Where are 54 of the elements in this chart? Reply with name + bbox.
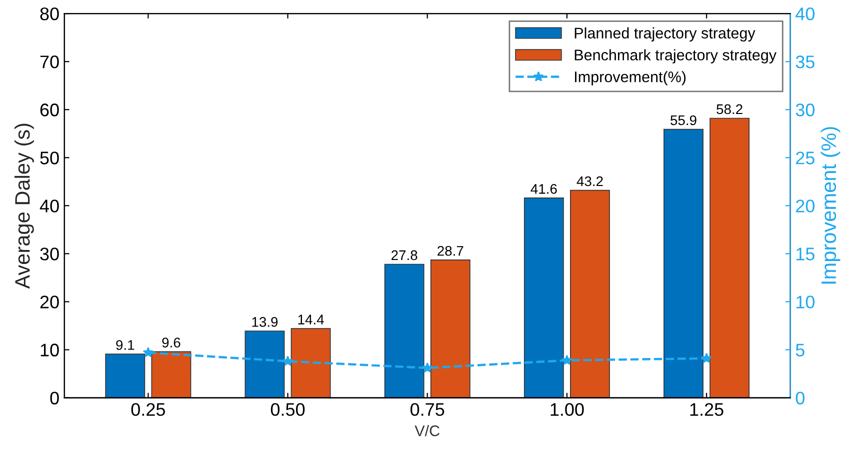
bar	[570, 190, 610, 398]
y-tick-label: 0	[50, 392, 59, 404]
x-tick-label: 1.25	[690, 403, 724, 416]
x-tick-label: 0.75	[410, 403, 444, 416]
data-label: 27.8	[392, 250, 418, 260]
legend-label: Planned trajectory strategy	[574, 27, 756, 42]
point	[701, 352, 712, 364]
data-label: 41.6	[530, 184, 557, 194]
y2-tick-label: 40	[796, 7, 815, 20]
y2-tick-label: 20	[796, 200, 815, 212]
bar	[105, 354, 146, 398]
y2-tick-label: 25	[796, 152, 814, 164]
x-tick-label: 1.00	[550, 403, 584, 416]
y2-tick-label: 30	[796, 104, 815, 116]
data-label: 9.1	[116, 340, 134, 350]
point	[282, 356, 294, 366]
y-tick-label: 10	[40, 344, 59, 356]
y-tick-label: 70	[40, 56, 59, 68]
y-axis-title: Average Daley (s)	[14, 124, 34, 289]
data-label: 55.9	[670, 115, 696, 126]
point	[422, 362, 433, 373]
bar	[524, 198, 564, 398]
point	[562, 354, 572, 365]
data-label: 43.2	[576, 176, 603, 186]
legend-label: Improvement(%)	[575, 71, 686, 86]
bar	[244, 330, 285, 398]
y-tick-label: 60	[40, 104, 59, 116]
y-tick-label: 30	[40, 248, 59, 260]
y2-tick-label: 15	[796, 248, 814, 260]
bar	[664, 128, 704, 398]
bar	[430, 260, 470, 398]
bar	[151, 351, 192, 398]
legend-label: Benchmark trajectory strategy	[574, 49, 777, 64]
y2-axis-title: Improvement (%)	[820, 127, 840, 284]
data-label: 9.6	[162, 338, 180, 348]
data-label: 58.2	[716, 104, 742, 114]
bar	[290, 328, 331, 398]
data-label: 13.9	[252, 317, 278, 327]
data-label: 14.4	[298, 314, 324, 324]
y-tick-label: 80	[40, 7, 59, 20]
y2-tick-label: 10	[796, 296, 815, 308]
bar	[384, 264, 424, 398]
x-tick-label: 0.50	[270, 403, 305, 416]
point	[142, 347, 154, 358]
y2-tick-label: 0	[796, 392, 804, 404]
y-tick-label: 50	[40, 152, 59, 164]
x-axis-title: V/C	[414, 425, 440, 436]
y-tick-label: 40	[40, 200, 59, 212]
y2-tick-label: 35	[796, 56, 814, 68]
bar	[710, 118, 750, 398]
y2-tick-label: 5	[796, 344, 804, 356]
data-label: 28.7	[438, 246, 464, 256]
y-tick-label: 20	[40, 296, 59, 308]
x-tick-label: 0.25	[131, 403, 165, 416]
